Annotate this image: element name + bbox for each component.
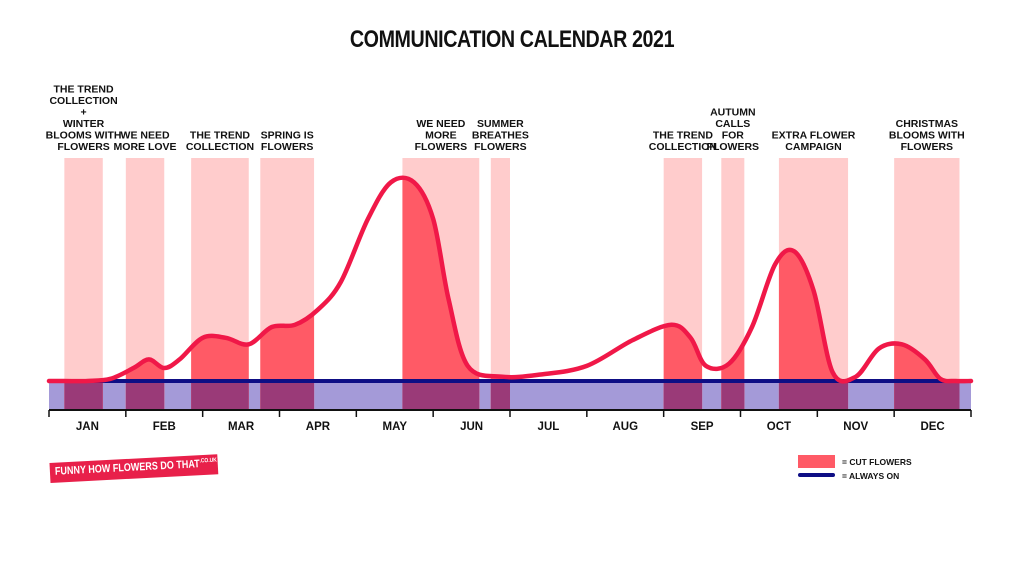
month-label-jan: JAN xyxy=(76,421,99,433)
month-label-dec: DEC xyxy=(920,421,944,433)
campaign-label-8: AUTUMN CALLS FOR FLOWERS xyxy=(707,107,760,154)
month-label-nov: NOV xyxy=(843,421,868,433)
logo-text-part2: FLOWERS xyxy=(112,460,159,475)
campaign-label-1: THE TREND COLLECTION + WINTER BLOOMS WITH FLO… xyxy=(46,84,122,154)
campaign-label-2: WE NEED MORE LOVE xyxy=(114,130,177,154)
always-on-overlap xyxy=(64,381,960,410)
always-on-overlap-3 xyxy=(191,381,249,410)
always-on-overlap-9 xyxy=(778,381,849,410)
campaign-label-7: THE TREND COLLECTION xyxy=(649,130,717,154)
always-on-overlap-4 xyxy=(260,381,315,410)
chart-title: COMMUNICATION CALENDAR 2021 xyxy=(349,26,675,53)
campaign-label-4: SPRING IS FLOWERS xyxy=(261,130,314,154)
always-on-overlap-2 xyxy=(125,381,165,410)
always-on-overlap-10 xyxy=(894,381,960,410)
legend-swatch-cut-flowers xyxy=(798,455,835,468)
month-axis xyxy=(48,409,972,417)
campaign-label-10: CHRISTMAS BLOOMS WITH FLOWERS xyxy=(889,118,965,153)
campaign-labels: THE TREND COLLECTION + WINTER BLOOMS WITH FLO… xyxy=(46,84,965,154)
month-label-may: MAY xyxy=(383,421,408,433)
month-label-aug: AUG xyxy=(612,421,638,433)
month-labels: JAN FEB MAR APR MAY JUN JUL AUG SEP OCT NOV DEC xyxy=(76,421,945,433)
always-on-overlap-7 xyxy=(663,381,703,410)
month-label-feb: FEB xyxy=(153,421,176,433)
campaign-label-3: THE TREND COLLECTION xyxy=(186,130,254,154)
campaign-band-8 xyxy=(721,158,745,410)
always-on-overlap-5 xyxy=(402,381,480,410)
campaign-label-6: SUMMER BREATHES FLOWERS xyxy=(472,118,529,153)
campaign-label-9: EXTRA FLOWER CAMPAIGN xyxy=(772,130,856,154)
month-label-apr: APR xyxy=(306,421,331,433)
always-on-overlap-8 xyxy=(721,381,745,410)
month-label-sep: SEP xyxy=(691,421,714,433)
legend-label-always-on: = ALWAYS ON xyxy=(842,471,899,481)
logo-text-part3: DO THAT xyxy=(157,458,201,473)
campaign-band-6 xyxy=(490,158,510,410)
month-label-jul: JUL xyxy=(538,421,560,433)
always-on-overlap-1 xyxy=(64,381,103,410)
legend: = CUT FLOWERS = ALWAYS ON xyxy=(798,455,912,481)
campaign-label-5: WE NEED MORE FLOWERS xyxy=(415,118,468,153)
legend-label-cut-flowers: = CUT FLOWERS xyxy=(842,457,912,467)
month-label-oct: OCT xyxy=(767,421,791,433)
month-label-mar: MAR xyxy=(228,421,255,433)
month-label-jun: JUN xyxy=(460,421,483,433)
legend-swatch-always-on xyxy=(798,473,835,477)
always-on-overlap-6 xyxy=(490,381,510,410)
intensity-curve xyxy=(46,175,974,384)
logo-text-domain: .CO.UK xyxy=(199,457,217,465)
campaign-band-1 xyxy=(64,158,103,410)
intensity-curve-layer xyxy=(46,175,974,384)
